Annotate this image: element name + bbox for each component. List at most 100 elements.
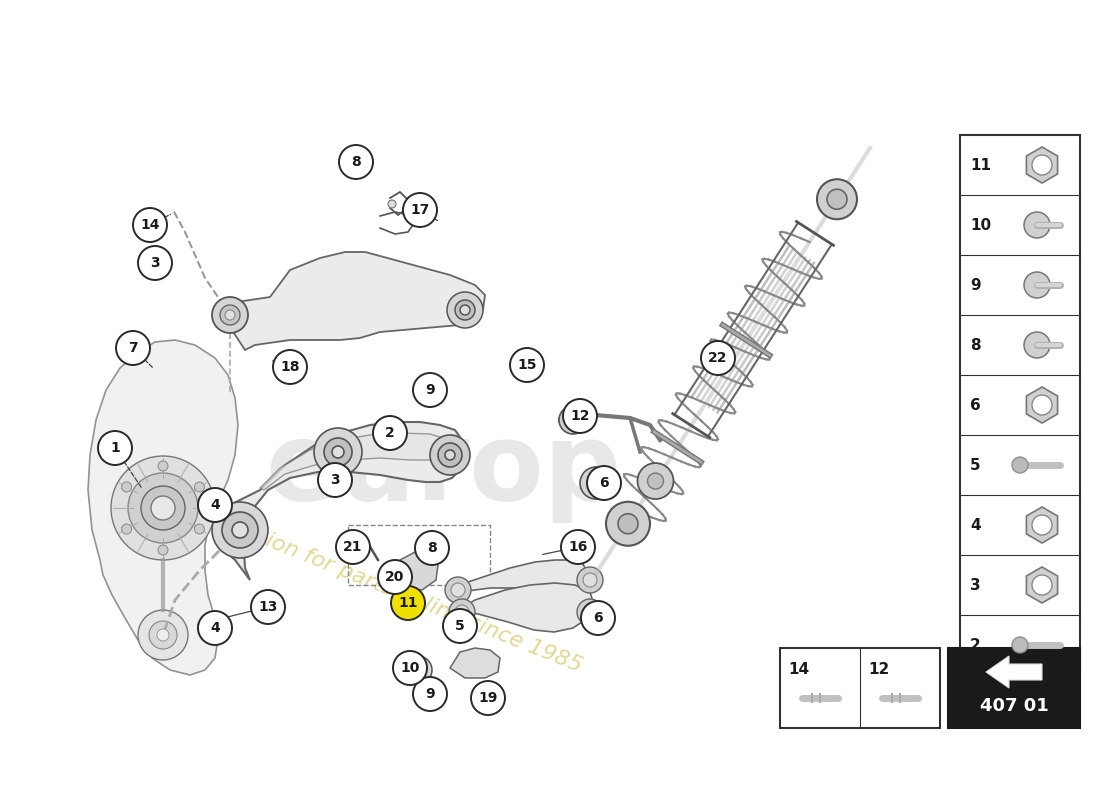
Bar — [780, 648, 940, 728]
Circle shape — [1032, 155, 1052, 175]
Polygon shape — [1026, 567, 1057, 603]
Text: 3: 3 — [151, 256, 160, 270]
Circle shape — [128, 473, 198, 543]
Text: 17: 17 — [410, 203, 430, 217]
Circle shape — [583, 605, 597, 619]
Circle shape — [561, 530, 595, 564]
Circle shape — [158, 545, 168, 555]
Bar — [948, 648, 1080, 728]
Circle shape — [232, 522, 248, 538]
Circle shape — [273, 350, 307, 384]
Circle shape — [116, 331, 150, 365]
Text: 11: 11 — [970, 158, 991, 173]
Text: 12: 12 — [868, 662, 889, 677]
Circle shape — [339, 145, 373, 179]
Circle shape — [138, 610, 188, 660]
Circle shape — [226, 310, 235, 320]
Text: 12: 12 — [570, 409, 590, 423]
Circle shape — [455, 300, 475, 320]
Text: 6: 6 — [970, 398, 981, 413]
Circle shape — [111, 456, 214, 560]
Circle shape — [1024, 332, 1050, 358]
Circle shape — [212, 502, 268, 558]
Text: europ: europ — [265, 417, 622, 523]
Circle shape — [388, 200, 396, 208]
Circle shape — [430, 435, 470, 475]
Text: 6: 6 — [593, 611, 603, 625]
Circle shape — [606, 502, 650, 546]
Text: 19: 19 — [478, 691, 497, 705]
Circle shape — [583, 573, 597, 587]
Circle shape — [403, 193, 437, 227]
Circle shape — [373, 416, 407, 450]
Text: a passion for parts online since 1985: a passion for parts online since 1985 — [196, 504, 584, 676]
Text: 10: 10 — [400, 661, 420, 675]
Circle shape — [212, 297, 248, 333]
Text: 4: 4 — [210, 498, 220, 512]
Circle shape — [455, 605, 469, 619]
Circle shape — [251, 590, 285, 624]
Text: 2: 2 — [385, 426, 395, 440]
Circle shape — [419, 681, 446, 707]
Polygon shape — [226, 252, 485, 350]
Text: 14: 14 — [788, 662, 810, 677]
Circle shape — [314, 428, 362, 476]
Circle shape — [138, 246, 172, 280]
Circle shape — [581, 601, 615, 635]
Polygon shape — [260, 433, 455, 490]
Polygon shape — [462, 583, 594, 632]
Text: 407 01: 407 01 — [980, 697, 1048, 714]
Circle shape — [449, 599, 475, 625]
Text: 16: 16 — [569, 540, 587, 554]
Text: 14: 14 — [141, 218, 160, 232]
Polygon shape — [1026, 147, 1057, 183]
Circle shape — [390, 586, 425, 620]
Circle shape — [158, 461, 168, 471]
Text: 4: 4 — [210, 621, 220, 635]
Circle shape — [447, 292, 483, 328]
Text: 3: 3 — [330, 473, 340, 487]
Circle shape — [318, 463, 352, 497]
Polygon shape — [222, 422, 465, 580]
Text: 8: 8 — [351, 155, 361, 169]
Circle shape — [148, 621, 177, 649]
Circle shape — [198, 488, 232, 522]
Circle shape — [195, 482, 205, 492]
Circle shape — [588, 475, 604, 491]
Circle shape — [1012, 457, 1028, 473]
Text: 9: 9 — [426, 687, 434, 701]
Circle shape — [411, 663, 425, 677]
Circle shape — [98, 431, 132, 465]
Circle shape — [618, 514, 638, 534]
Text: 5: 5 — [970, 458, 980, 473]
Polygon shape — [88, 340, 238, 675]
Circle shape — [460, 305, 470, 315]
Circle shape — [701, 341, 735, 375]
Circle shape — [122, 524, 132, 534]
Circle shape — [1024, 272, 1050, 298]
Circle shape — [578, 599, 603, 625]
Polygon shape — [1026, 507, 1057, 543]
Circle shape — [336, 530, 370, 564]
Circle shape — [324, 438, 352, 466]
Circle shape — [451, 583, 465, 597]
Text: 13: 13 — [258, 600, 277, 614]
Circle shape — [415, 531, 449, 565]
Circle shape — [638, 463, 673, 499]
Text: 2: 2 — [970, 638, 981, 653]
Circle shape — [378, 560, 412, 594]
Circle shape — [412, 373, 447, 407]
Circle shape — [1032, 395, 1052, 415]
Circle shape — [404, 656, 432, 684]
Circle shape — [446, 577, 471, 603]
Text: 9: 9 — [426, 383, 434, 397]
Text: 22: 22 — [708, 351, 728, 365]
Circle shape — [587, 466, 621, 500]
Polygon shape — [1026, 387, 1057, 423]
Circle shape — [353, 538, 367, 552]
Circle shape — [648, 473, 663, 489]
Circle shape — [141, 486, 185, 530]
Circle shape — [578, 567, 603, 593]
Circle shape — [559, 406, 587, 434]
Text: 4: 4 — [970, 518, 980, 533]
